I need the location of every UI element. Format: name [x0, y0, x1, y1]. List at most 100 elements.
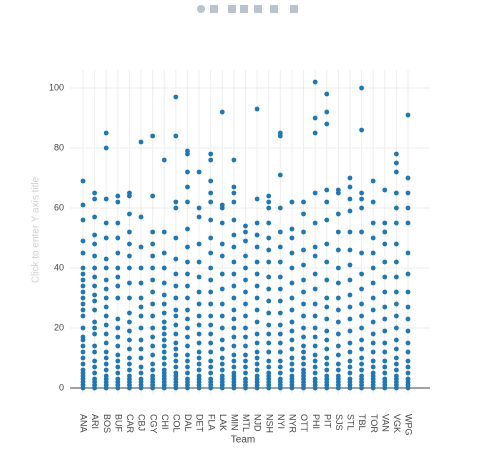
- point: [324, 361, 330, 367]
- y-tick-label: 0: [59, 382, 64, 392]
- point: [243, 223, 248, 229]
- point: [161, 355, 167, 361]
- point: [231, 295, 237, 301]
- point: [266, 193, 272, 199]
- point: [312, 352, 318, 358]
- point: [312, 286, 318, 292]
- point: [196, 205, 202, 211]
- point: [370, 295, 376, 301]
- y-tick-label: 100: [49, 82, 64, 92]
- point: [347, 262, 353, 268]
- point: [127, 295, 132, 301]
- point: [127, 190, 132, 196]
- point: [219, 361, 225, 367]
- point: [150, 367, 156, 373]
- point: [243, 229, 248, 235]
- point: [393, 220, 399, 226]
- y-axis-title[interactable]: Click to enter Y axis title: [31, 176, 42, 283]
- point: [266, 310, 272, 316]
- point: [335, 229, 341, 235]
- point: [92, 292, 98, 298]
- point: [347, 340, 353, 346]
- pan-icon[interactable]: [210, 5, 218, 13]
- point: [231, 316, 237, 322]
- point: [138, 370, 144, 376]
- point: [312, 370, 318, 376]
- point: [173, 133, 179, 139]
- point: [393, 346, 399, 352]
- point: [370, 364, 376, 370]
- point: [138, 280, 144, 286]
- point: [150, 313, 156, 319]
- point: [231, 157, 237, 163]
- point: [266, 340, 272, 346]
- point: [127, 241, 132, 247]
- point: [219, 109, 225, 115]
- x-tick-label: CGY: [148, 414, 158, 434]
- point: [324, 316, 330, 322]
- point: [115, 325, 121, 331]
- point: [219, 313, 225, 319]
- spike-icon[interactable]: [270, 5, 278, 13]
- save-icon[interactable]: [290, 5, 298, 13]
- point: [393, 301, 399, 307]
- point: [347, 196, 353, 202]
- x-tick-label: FLA: [206, 414, 216, 431]
- point: [115, 295, 121, 301]
- point: [208, 370, 214, 376]
- point: [324, 217, 330, 223]
- point: [301, 334, 306, 340]
- point: [335, 352, 341, 358]
- point: [254, 361, 260, 367]
- point: [173, 313, 179, 319]
- point: [127, 346, 132, 352]
- point: [103, 265, 109, 271]
- point: [254, 340, 260, 346]
- point: [80, 271, 86, 277]
- point: [243, 301, 248, 307]
- point: [161, 301, 167, 307]
- point: [92, 283, 98, 289]
- point: [185, 184, 190, 190]
- point: [370, 331, 376, 337]
- zoom-icon[interactable]: [197, 5, 205, 13]
- point: [347, 292, 353, 298]
- point: [370, 358, 376, 364]
- point: [277, 370, 283, 376]
- point: [103, 277, 109, 283]
- autoscale-icon[interactable]: [254, 5, 262, 13]
- point: [335, 367, 341, 373]
- point: [103, 322, 109, 328]
- point: [301, 211, 306, 217]
- point: [103, 286, 109, 292]
- point: [138, 244, 144, 250]
- point: [127, 280, 132, 286]
- point: [80, 349, 86, 355]
- point: [150, 334, 156, 340]
- y-tick-label: 40: [54, 262, 64, 272]
- x-tick-label: CBJ: [137, 414, 147, 431]
- point: [370, 370, 376, 376]
- point: [347, 376, 353, 382]
- point: [347, 229, 353, 235]
- point: [185, 244, 190, 250]
- x-tick-label: COL: [171, 414, 181, 433]
- point: [173, 322, 179, 328]
- point: [80, 361, 86, 367]
- point: [219, 301, 225, 307]
- point: [277, 331, 283, 337]
- point: [208, 313, 214, 319]
- x-tick-label: ANA: [79, 414, 89, 433]
- point: [301, 277, 306, 283]
- point: [289, 265, 295, 271]
- point: [347, 364, 353, 370]
- point: [185, 283, 190, 289]
- zoom-in-icon[interactable]: [228, 5, 236, 13]
- point: [196, 274, 202, 280]
- point: [92, 349, 98, 355]
- point: [382, 304, 388, 310]
- point: [185, 259, 190, 265]
- zoom-out-icon[interactable]: [240, 5, 248, 13]
- point: [324, 187, 330, 193]
- point: [335, 331, 341, 337]
